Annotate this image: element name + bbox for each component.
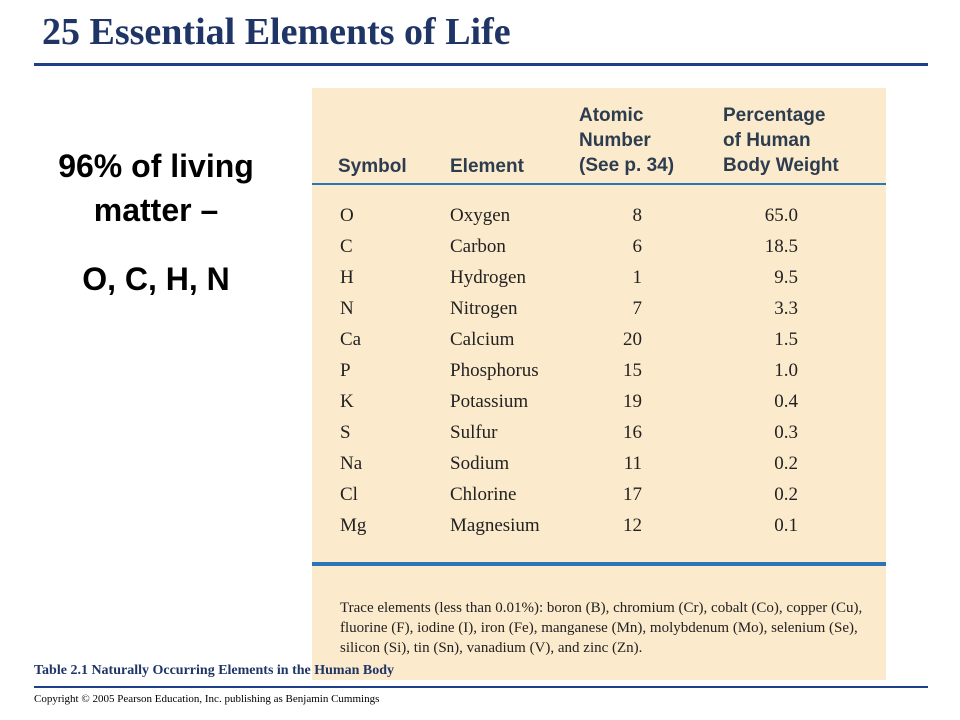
cell-element: Phosphorus — [450, 360, 539, 381]
table-row: O Oxygen 8 65.0 — [312, 201, 886, 232]
header-divider — [312, 183, 886, 185]
table-row: Ca Calcium 20 1.5 — [312, 325, 886, 356]
cell-percentage: 0.2 — [774, 484, 798, 505]
cell-atomic-number: 1 — [632, 267, 643, 288]
cell-element: Potassium — [450, 391, 529, 412]
table-row: P Phosphorus 15 1.0 — [312, 356, 886, 387]
cell-element: Oxygen — [450, 205, 511, 226]
cell-atomic-number: 11 — [623, 453, 642, 474]
slide-title: 25 Essential Elements of Life — [42, 11, 511, 53]
cell-percentage: 3.3 — [774, 298, 798, 319]
elements-table-panel: Symbol Element Atomic Number (See p. 34)… — [312, 88, 886, 680]
cell-element: Sulfur — [450, 422, 498, 443]
cell-symbol: P — [340, 360, 351, 381]
cell-element: Magnesium — [450, 515, 540, 536]
header-element: Element — [450, 156, 524, 177]
table-row: K Potassium 19 0.4 — [312, 387, 886, 418]
trace-elements-note: Trace elements (less than 0.01%): boron … — [340, 600, 863, 656]
cell-atomic-number: 19 — [623, 391, 642, 412]
cell-element: Hydrogen — [450, 267, 526, 288]
table-caption: Table 2.1 Naturally Occurring Elements i… — [34, 663, 395, 678]
cell-atomic-number: 15 — [623, 360, 642, 381]
cell-symbol: Na — [340, 453, 363, 474]
table-row: Mg Magnesium 12 0.1 — [312, 511, 886, 542]
cell-atomic-number: 17 — [623, 484, 642, 505]
table-row: Cl Chlorine 17 0.2 — [312, 480, 886, 511]
cell-percentage: 0.1 — [774, 515, 798, 536]
side-statement: 96% of living matter – — [58, 148, 254, 228]
cell-atomic-number: 12 — [623, 515, 642, 536]
cell-element: Carbon — [450, 236, 506, 257]
cell-symbol: K — [340, 391, 354, 412]
cell-symbol: Cl — [340, 484, 358, 505]
header-percentage: Percentage of Human Body Weight — [723, 105, 839, 176]
cell-element: Sodium — [450, 453, 510, 474]
table-row: Na Sodium 11 0.2 — [312, 449, 886, 480]
cell-atomic-number: 16 — [623, 422, 642, 443]
table-row: H Hydrogen 1 9.5 — [312, 263, 886, 294]
cell-percentage: 9.5 — [774, 267, 798, 288]
cell-atomic-number: 8 — [632, 205, 643, 226]
cell-symbol: N — [340, 298, 354, 319]
side-elements-list: O, C, H, N — [82, 261, 230, 297]
cell-atomic-number: 7 — [632, 298, 643, 319]
copyright-notice: Copyright © 2005 Pearson Education, Inc.… — [34, 693, 380, 705]
cell-percentage: 1.0 — [774, 360, 798, 381]
table-row: C Carbon 6 18.5 — [312, 232, 886, 263]
cell-symbol: S — [340, 422, 351, 443]
cell-symbol: Mg — [340, 515, 367, 536]
table-row: N Nitrogen 7 3.3 — [312, 294, 886, 325]
table-bottom-divider — [312, 562, 886, 566]
cell-percentage: 18.5 — [764, 236, 798, 257]
cell-percentage: 0.2 — [774, 453, 798, 474]
cell-atomic-number: 20 — [623, 329, 642, 350]
cell-percentage: 65.0 — [764, 205, 798, 226]
title-divider — [34, 63, 928, 66]
table-row: S Sulfur 16 0.3 — [312, 418, 886, 449]
header-atomic-number: Atomic Number (See p. 34) — [579, 105, 675, 176]
cell-element: Calcium — [450, 329, 515, 350]
cell-symbol: O — [340, 205, 354, 226]
cell-percentage: 1.5 — [774, 329, 798, 350]
cell-element: Nitrogen — [450, 298, 518, 319]
cell-symbol: Ca — [340, 329, 362, 350]
cell-element: Chlorine — [450, 484, 517, 505]
table-body: O Oxygen 8 65.0 C Carbon 6 18.5 H Hydrog… — [312, 201, 886, 542]
footer-divider — [34, 686, 928, 688]
cell-symbol: H — [340, 267, 354, 288]
cell-atomic-number: 6 — [632, 236, 643, 257]
header-symbol: Symbol — [338, 156, 407, 177]
cell-percentage: 0.3 — [774, 422, 798, 443]
cell-percentage: 0.4 — [774, 391, 798, 412]
cell-symbol: C — [340, 236, 353, 257]
